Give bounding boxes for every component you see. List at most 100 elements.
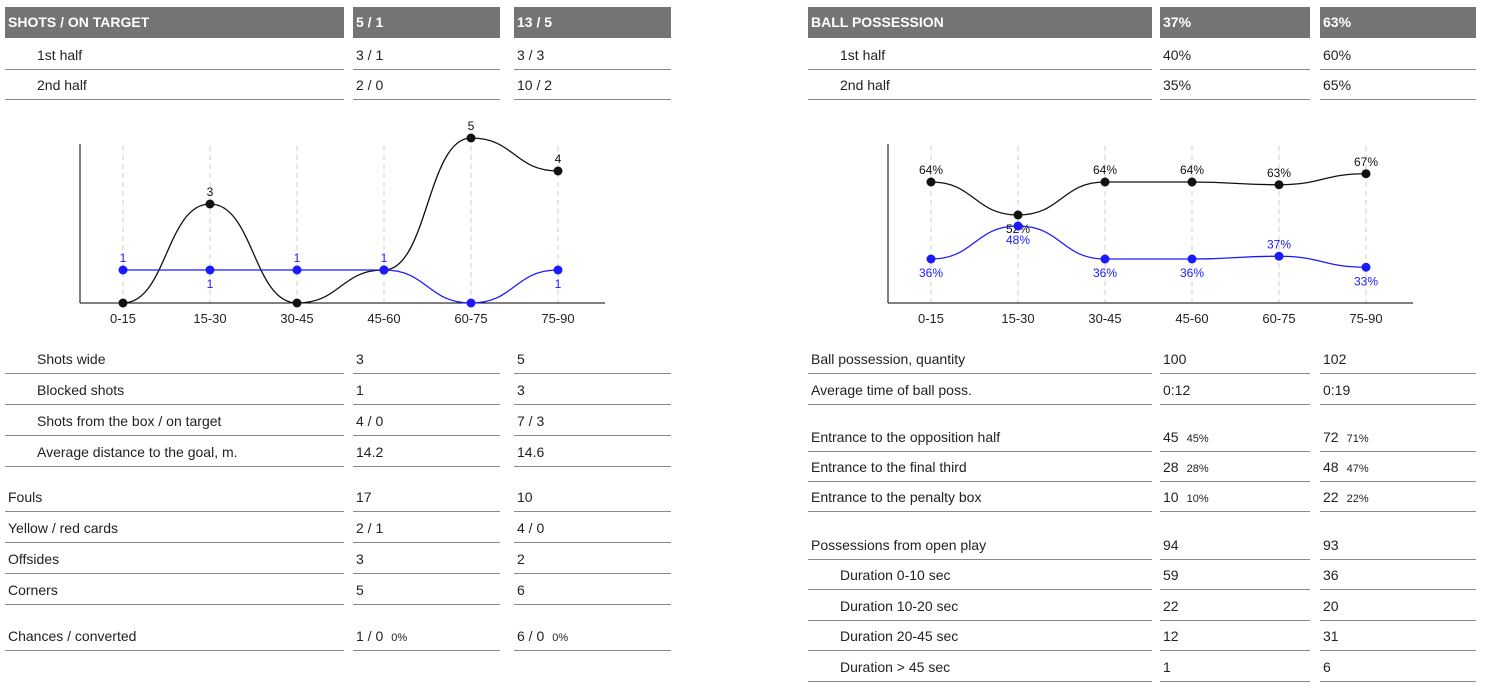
- series-line: [122, 137, 559, 304]
- data-point: [1361, 169, 1371, 179]
- stat-label: Ball possession, quantity: [808, 344, 1152, 374]
- stat-team2: 6 / 0 0%: [514, 621, 671, 651]
- stat-label: Fouls: [5, 482, 344, 512]
- data-point: [1187, 177, 1197, 187]
- data-label: 1: [555, 277, 562, 291]
- x-tick-label: 60-75: [454, 311, 487, 326]
- stat-team1: 14.2: [353, 437, 500, 467]
- data-point: [1013, 210, 1023, 220]
- half-team1: 35%: [1160, 70, 1310, 100]
- data-point: [205, 199, 215, 209]
- data-label: 1: [381, 251, 388, 265]
- data-label: 36%: [1093, 266, 1117, 280]
- shots-header-team2: 13 / 5: [514, 7, 671, 38]
- stat-team2: 4 / 0: [514, 513, 671, 543]
- stat-team2: 2: [514, 544, 671, 574]
- data-point: [1274, 251, 1284, 261]
- stat-team1: 1 / 0 0%: [353, 621, 500, 651]
- data-label: 64%: [1180, 163, 1204, 177]
- entrance-team1-pct: 10%: [1186, 493, 1209, 505]
- half-team1: 3 / 1: [353, 40, 500, 70]
- data-point: [1187, 254, 1197, 264]
- series-line: [122, 269, 559, 304]
- stat-team2: 14.6: [514, 437, 671, 467]
- stat-label: Shots from the box / on target: [5, 406, 344, 436]
- possession-header-team2: 63%: [1320, 7, 1476, 38]
- x-tick-label: 0-15: [918, 311, 944, 326]
- data-label: 3: [207, 185, 214, 199]
- stat-team2: 72 71%: [1320, 422, 1476, 452]
- x-tick-label: 45-60: [367, 311, 400, 326]
- data-point: [1274, 180, 1284, 190]
- entrance-team2-pct: 22%: [1346, 493, 1369, 505]
- data-label: 36%: [919, 266, 943, 280]
- data-label: 1: [207, 277, 214, 291]
- shots-header-label: SHOTS / ON TARGET: [5, 7, 344, 38]
- entrance-team2: 22: [1323, 489, 1339, 505]
- half-team1: 2 / 0: [353, 70, 500, 100]
- entrance-team2-pct: 71%: [1346, 433, 1369, 445]
- stat-team2: 6: [1320, 652, 1476, 682]
- data-label: 48%: [1006, 233, 1030, 247]
- stat-label: Average distance to the goal, m.: [5, 437, 344, 467]
- stat-team1: 4 / 0: [353, 406, 500, 436]
- possession-header-team1: 37%: [1160, 7, 1310, 38]
- stat-team1: 45 45%: [1160, 422, 1310, 452]
- possession-header-label: BALL POSSESSION: [808, 7, 1152, 38]
- data-point: [1013, 221, 1023, 231]
- stat-team1: 10 10%: [1160, 482, 1310, 512]
- data-point: [292, 298, 302, 308]
- data-point: [1361, 262, 1371, 272]
- half-team1: 40%: [1160, 40, 1310, 70]
- half-team2: 3 / 3: [514, 40, 671, 70]
- stat-team1: 17: [353, 482, 500, 512]
- stat-team1: 3: [353, 544, 500, 574]
- stat-team2: 5: [514, 344, 671, 374]
- data-point: [926, 177, 936, 187]
- half-team2: 10 / 2: [514, 70, 671, 100]
- chances-team2: 6 / 0: [517, 628, 545, 644]
- entrance-team1: 45: [1163, 429, 1179, 445]
- stat-label: Shots wide: [5, 344, 344, 374]
- data-label: 37%: [1267, 237, 1291, 251]
- stat-label: Entrance to the penalty box: [808, 482, 1152, 512]
- data-label: 1: [120, 251, 127, 265]
- stat-team1: 3: [353, 344, 500, 374]
- stat-label: Yellow / red cards: [5, 513, 344, 543]
- stat-team2: 102: [1320, 344, 1476, 374]
- series-line: [930, 225, 1367, 268]
- half-label: 1st half: [5, 40, 344, 70]
- stat-label: Entrance to the opposition half: [808, 422, 1152, 452]
- stat-team1: 28 28%: [1160, 452, 1310, 482]
- entrance-team2-pct: 47%: [1346, 463, 1369, 475]
- data-point: [1100, 254, 1110, 264]
- data-point: [926, 254, 936, 264]
- entrance-team1: 28: [1163, 459, 1179, 475]
- stat-label: Duration 10-20 sec: [808, 591, 1152, 621]
- data-label: 64%: [1093, 163, 1117, 177]
- shots-header-team1: 5 / 1: [353, 7, 500, 38]
- entrance-team2: 48: [1323, 459, 1339, 475]
- data-label: 1: [294, 251, 301, 265]
- data-label: 64%: [919, 163, 943, 177]
- stat-team2: 0:19: [1320, 375, 1476, 405]
- chances-team1: 1 / 0: [356, 628, 384, 644]
- data-label: 5: [468, 119, 475, 133]
- stat-team2: 36: [1320, 560, 1476, 590]
- stat-team2: 93: [1320, 530, 1476, 560]
- stat-team1: 5: [353, 575, 500, 605]
- stat-label: Chances / converted: [5, 621, 344, 651]
- x-tick-label: 15-30: [193, 311, 226, 326]
- stat-team2: 10: [514, 482, 671, 512]
- stat-team1: 1: [353, 375, 500, 405]
- chances-team2-pct: 0%: [552, 632, 569, 644]
- stat-label: Blocked shots: [5, 375, 344, 405]
- data-point: [466, 298, 476, 308]
- shots-by-period-chart: 0-15 15-30 30-45 45-60 60-75 75-90 3 5 4 1 1 1 1 1: [79, 119, 605, 326]
- entrance-team1: 10: [1163, 489, 1179, 505]
- x-tick-label: 0-15: [110, 311, 136, 326]
- entrance-team1-pct: 45%: [1186, 433, 1209, 445]
- x-tick-label: 30-45: [280, 311, 313, 326]
- stat-team2: 48 47%: [1320, 452, 1476, 482]
- stat-team1: 94: [1160, 530, 1310, 560]
